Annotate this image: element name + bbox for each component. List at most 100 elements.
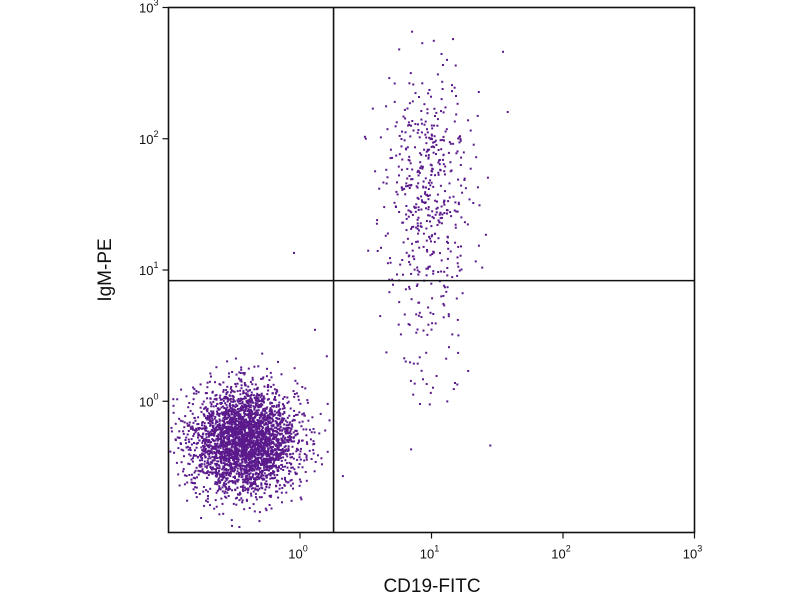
data-point [442,154,445,157]
data-point [417,123,419,126]
data-point [286,481,289,484]
data-point [252,473,255,476]
data-point [292,452,295,455]
data-point [207,435,210,438]
data-point [233,408,236,411]
data-point [420,131,423,134]
data-point [396,181,398,184]
data-point [252,394,255,397]
data-point [313,470,316,473]
data-point [428,403,431,406]
data-point [434,199,437,202]
data-point [246,424,249,427]
data-point [214,448,217,450]
data-point [434,322,437,325]
data-point [460,184,463,187]
data-point [180,388,183,391]
data-point [312,440,315,443]
data-point [234,409,237,412]
data-point [269,434,272,437]
data-point [219,444,222,447]
data-point [260,482,263,485]
data-point [427,323,430,326]
data-point [431,134,433,137]
data-point [240,437,243,440]
data-point [255,404,258,407]
data-point [245,418,248,421]
data-point [283,423,286,426]
data-point [403,187,406,190]
data-point [200,465,203,468]
data-point [435,375,438,377]
data-point [204,456,207,459]
data-point [447,315,450,318]
data-point [244,397,247,400]
data-point [433,141,436,143]
data-point [454,382,456,384]
data-point [264,438,266,441]
data-point [251,476,254,479]
data-point [250,459,253,462]
data-point [277,432,280,435]
data-point [461,292,464,295]
data-point [195,390,198,392]
data-point [226,450,229,453]
data-point [276,433,279,436]
data-point [234,406,237,408]
x-axis-ticks: 100 101 102 103 [288,532,702,562]
data-point [236,496,238,499]
data-point [191,412,194,415]
data-point [270,465,272,467]
data-point [397,323,400,326]
data-point [228,474,231,477]
data-point [260,446,263,449]
data-point [417,129,420,131]
data-point [210,451,213,454]
data-point [328,419,331,422]
data-point [279,432,281,435]
data-point [250,442,253,445]
data-point [244,461,247,464]
data-point [292,390,295,393]
data-point [232,436,235,439]
data-point [265,480,268,483]
data-point [243,423,246,426]
data-point [256,461,259,464]
data-point [248,481,251,484]
data-point [401,188,404,191]
data-point [472,143,475,146]
data-point [292,487,294,490]
data-point [206,415,209,417]
data-point [429,254,432,257]
data-point [408,187,411,189]
data-point [197,434,200,437]
data-point [258,406,261,409]
data-point [269,456,272,459]
data-point [235,373,238,376]
data-point [245,458,248,461]
data-point [215,420,218,423]
data-point [264,488,267,491]
data-point [239,428,241,431]
data-point [223,414,226,417]
data-point [222,446,225,449]
data-point [199,459,201,462]
data-point [203,460,206,463]
data-point [192,428,194,431]
data-point [455,152,458,155]
data-point [202,471,205,474]
data-point [439,212,442,215]
data-point [268,420,271,423]
data-point [254,477,257,480]
data-point [205,489,208,492]
data-point [434,174,436,177]
data-point [457,201,460,204]
data-point [213,398,216,401]
data-point [237,478,240,481]
data-point [419,222,422,225]
data-point [442,111,445,114]
data-point [247,416,250,418]
data-point [263,446,266,449]
data-point [236,448,239,450]
data-point [430,328,433,331]
